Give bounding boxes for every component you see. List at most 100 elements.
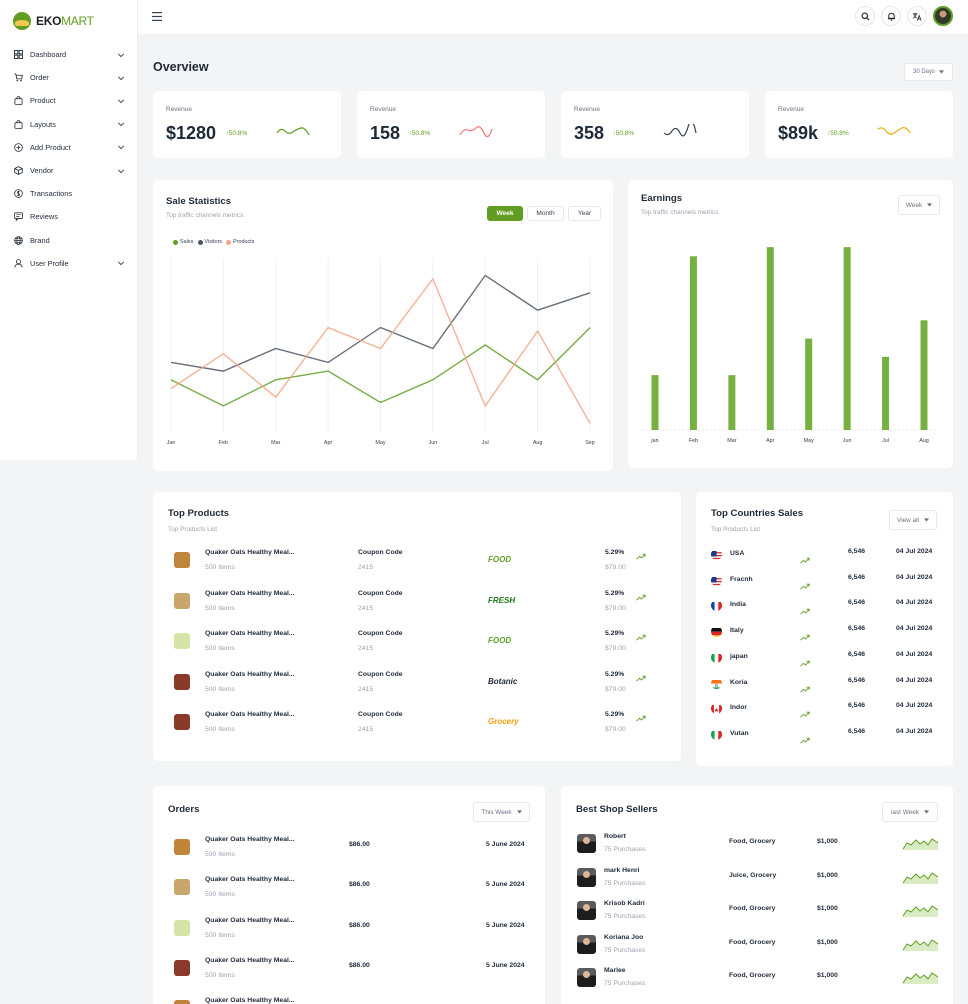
chevron-down-icon[interactable] — [117, 51, 125, 59]
chevron-down-icon[interactable] — [117, 97, 125, 105]
coupon-label: Coupon Code — [358, 549, 403, 556]
order-product-name[interactable]: Quaker Oats Healthy Meal... — [205, 916, 295, 924]
globe-icon — [13, 235, 23, 245]
overview-range-select[interactable]: 30 Days — [904, 63, 953, 81]
product-name[interactable]: Quaker Oats Healthy Meal... — [205, 630, 295, 637]
seller-avatar — [577, 968, 596, 988]
sale-statistics-card: Sale Statistics Top traffic channels met… — [153, 180, 613, 471]
trend-up-icon — [800, 628, 810, 646]
seller-name[interactable]: mark Henri — [604, 866, 640, 874]
brand-name-light: MART — [61, 14, 94, 28]
sidebar: EKOMART Dashboard Order Product Layouts Add … — [0, 0, 138, 460]
earnings-range-select[interactable]: Week — [898, 195, 940, 215]
legend-swatch — [173, 239, 178, 245]
hamburger-menu-icon[interactable] — [152, 12, 162, 21]
coupon-code: 2415 — [358, 645, 374, 652]
coupon-code: 2415 — [358, 604, 374, 612]
x-tick-label: Jun — [429, 440, 438, 446]
sidebar-item-label: Dashboard — [30, 50, 67, 60]
product-thumbnail — [174, 552, 190, 568]
chevron-down-icon[interactable] — [117, 120, 125, 128]
chevron-down-icon[interactable] — [117, 259, 125, 267]
seller-name[interactable]: Krisob Kadri — [604, 900, 645, 908]
seller-purchases: 75 Purchases — [604, 846, 646, 853]
cart-icon — [13, 73, 23, 83]
top-countries-subtitle: Top Products List — [711, 526, 761, 533]
chevron-down-icon[interactable] — [117, 74, 125, 82]
best-sellers-range-select[interactable]: last Week — [882, 802, 938, 822]
flag-icon — [711, 678, 722, 689]
order-product-name[interactable]: Quaker Oats Healthy Meal... — [205, 956, 295, 964]
product-price: $79.00 — [605, 564, 626, 571]
country-date: 04 Jul 2024 — [896, 702, 933, 710]
country-sales: 6,546 — [848, 650, 866, 658]
sidebar-item-vendor[interactable]: Vendor — [0, 159, 137, 182]
arrow-up-icon: ↑ — [612, 130, 616, 137]
brand-logo[interactable]: EKOMART — [0, 0, 137, 34]
sidebar-item-add-product[interactable]: Add Product — [0, 136, 137, 159]
country-name: Italy — [730, 627, 744, 635]
sale-statistics-line-chart: Jan Feb Mar Apr May Jun Jul Aug Sep — [167, 258, 595, 446]
search-button[interactable] — [855, 6, 875, 26]
stat-change: ↑50.8% — [409, 130, 431, 137]
box-icon — [13, 166, 23, 176]
product-name[interactable]: Quaker Oats Healthy Meal... — [205, 549, 295, 556]
product-name[interactable]: Quaker Oats Healthy Meal... — [205, 711, 295, 718]
country-date: 04 Jul 2024 — [896, 548, 933, 555]
sidebar-item-dashboard[interactable]: Dashboard — [0, 43, 137, 66]
sidebar-item-product[interactable]: Product — [0, 89, 137, 112]
chevron-down-icon[interactable] — [117, 143, 125, 151]
flag-icon — [711, 652, 722, 663]
country-date: 04 Jul 2024 — [896, 727, 933, 735]
tab-year[interactable]: Year — [568, 206, 601, 221]
seller-name[interactable]: Robert — [604, 833, 626, 840]
sidebar-item-order[interactable]: Order — [0, 66, 137, 89]
sidebar-item-transactions[interactable]: Transactions — [0, 182, 137, 205]
legend-swatch — [226, 239, 232, 245]
grid-icon — [13, 50, 23, 60]
sidebar-item-layouts[interactable]: Layouts — [0, 113, 137, 136]
orders-range-select[interactable]: This Week — [473, 802, 530, 822]
language-button[interactable] — [907, 6, 927, 26]
order-date: 5 June 2024 — [486, 961, 525, 969]
order-product-name[interactable]: Quaker Oats Healthy Meal... — [205, 997, 295, 1004]
tab-month[interactable]: Month — [527, 206, 564, 221]
stat-value: 358 — [574, 123, 605, 143]
country-date: 04 Jul 2024 — [896, 650, 933, 658]
sidebar-item-reviews[interactable]: Reviews — [0, 205, 137, 228]
sidebar-item-user-profile[interactable]: User Profile — [0, 252, 137, 275]
coupon-label: Coupon Code — [358, 711, 403, 718]
product-name[interactable]: Quaker Oats Healthy Meal... — [205, 589, 295, 597]
trend-up-icon — [636, 709, 646, 727]
series-line-visitors — [170, 274, 591, 372]
country-sales: 6,546 — [848, 676, 866, 684]
order-thumbnail — [174, 879, 190, 896]
order-product-name[interactable]: Quaker Oats Healthy Meal... — [205, 876, 295, 884]
x-tick-label: May — [375, 440, 385, 446]
chevron-down-icon[interactable] — [117, 167, 125, 175]
view-all-select[interactable]: View all — [889, 510, 937, 530]
user-avatar[interactable] — [933, 6, 953, 26]
seller-category: Juice, Grocery — [729, 871, 777, 879]
area-sparkline-icon — [902, 836, 939, 855]
country-name: USA — [730, 550, 745, 557]
order-product-name[interactable]: Quaker Oats Healthy Meal... — [205, 836, 295, 843]
sidebar-item-brand[interactable]: Brand — [0, 229, 137, 252]
x-tick-label: Apr — [766, 438, 775, 444]
view-all-label: View all — [897, 516, 919, 524]
product-thumbnail — [174, 714, 190, 730]
tab-week[interactable]: Week — [487, 206, 523, 221]
notifications-button[interactable] — [881, 6, 901, 26]
seller-avatar — [577, 901, 596, 921]
seller-category: Food, Grocery — [729, 838, 776, 845]
product-name[interactable]: Quaker Oats Healthy Meal... — [205, 670, 295, 678]
seller-amount: $1,000 — [817, 838, 838, 845]
sidebar-item-label: User Profile — [30, 258, 69, 268]
x-tick-label: Apr — [324, 440, 333, 446]
product-qty: 500 Items — [205, 564, 235, 571]
plus-circle-icon — [13, 142, 23, 152]
seller-name[interactable]: Koriana Joo — [604, 933, 644, 941]
seller-name[interactable]: Marlee — [604, 967, 626, 975]
caret-down-icon — [923, 518, 929, 522]
seller-amount: $1,000 — [817, 972, 838, 980]
